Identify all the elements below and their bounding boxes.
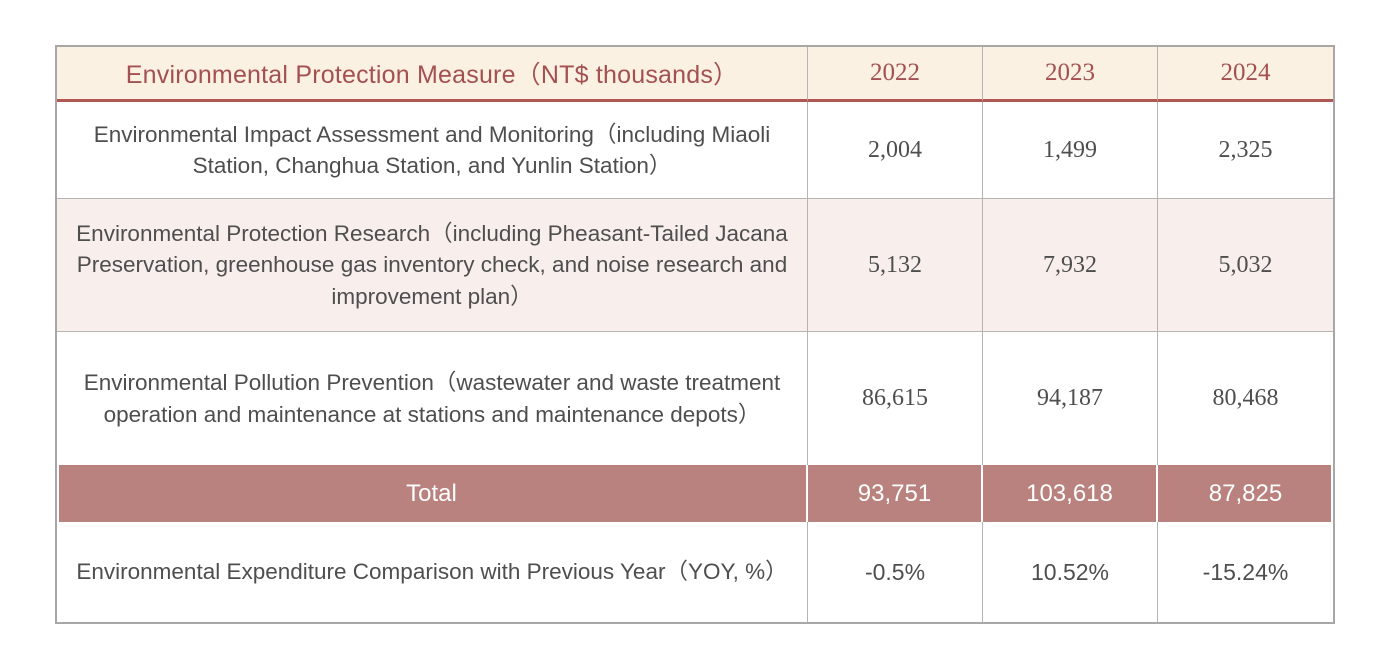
yoy-value-2023: 10.52% <box>983 522 1158 622</box>
table-row-pollution-prevention: Environmental Pollution Prevention（waste… <box>57 332 1333 465</box>
value-protection-research-2024: 5,032 <box>1158 199 1333 332</box>
table-row-protection-research: Environmental Protection Research（includ… <box>57 199 1333 332</box>
year-column-header-2024: 2024 <box>1158 47 1333 102</box>
value-protection-research-2022: 5,132 <box>808 199 983 332</box>
row-label-impact-assessment: Environmental Impact Assessment and Moni… <box>57 102 808 199</box>
year-column-header-2023: 2023 <box>983 47 1158 102</box>
yoy-value-2022: -0.5% <box>808 522 983 622</box>
yoy-value-2024: -15.24% <box>1158 522 1333 622</box>
row-label-pollution-prevention: Environmental Pollution Prevention（waste… <box>57 332 808 465</box>
table-row-yoy-comparison: Environmental Expenditure Comparison wit… <box>57 522 1333 622</box>
value-pollution-prevention-2022: 86,615 <box>808 332 983 465</box>
environmental-expenditure-table: Environmental Protection Measure（NT$ tho… <box>55 45 1335 624</box>
row-label-protection-research: Environmental Protection Research（includ… <box>57 199 808 332</box>
value-impact-assessment-2024: 2,325 <box>1158 102 1333 199</box>
year-column-header-2022: 2022 <box>808 47 983 102</box>
value-pollution-prevention-2024: 80,468 <box>1158 332 1333 465</box>
total-row-label: Total <box>57 465 808 522</box>
total-value-2023: 103,618 <box>983 465 1158 522</box>
total-value-2022: 93,751 <box>808 465 983 522</box>
table-row-total: Total 93,751 103,618 87,825 <box>57 465 1333 522</box>
value-impact-assessment-2022: 2,004 <box>808 102 983 199</box>
table-row-impact-assessment: Environmental Impact Assessment and Moni… <box>57 102 1333 199</box>
header-row: Environmental Protection Measure（NT$ tho… <box>57 47 1333 102</box>
value-impact-assessment-2023: 1,499 <box>983 102 1158 199</box>
environmental-expenditure-table-container: Environmental Protection Measure（NT$ tho… <box>55 45 1335 624</box>
total-value-2024: 87,825 <box>1158 465 1333 522</box>
value-protection-research-2023: 7,932 <box>983 199 1158 332</box>
measure-column-header: Environmental Protection Measure（NT$ tho… <box>57 47 808 102</box>
value-pollution-prevention-2023: 94,187 <box>983 332 1158 465</box>
row-label-yoy-comparison: Environmental Expenditure Comparison wit… <box>57 522 808 622</box>
